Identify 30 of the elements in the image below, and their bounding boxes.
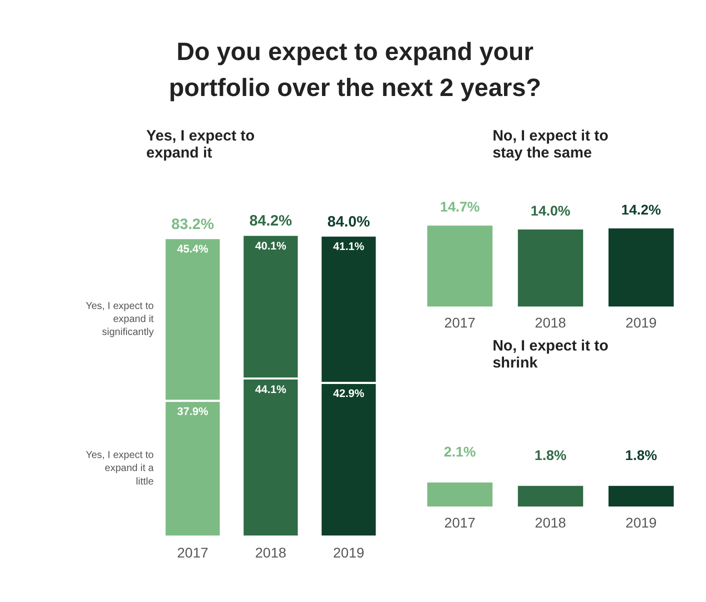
x-tick-label: 2018 bbox=[534, 314, 566, 330]
x-tick-label: 2019 bbox=[626, 314, 657, 330]
data-label: 44.1% bbox=[255, 384, 287, 396]
data-label: 40.1% bbox=[255, 240, 287, 252]
x-tick-label: 2017 bbox=[444, 514, 476, 530]
x-tick-label: 2018 bbox=[255, 544, 286, 560]
x-tick-label: 2018 bbox=[534, 514, 566, 530]
x-tick-label: 2019 bbox=[333, 544, 364, 560]
data-label: 42.9% bbox=[333, 388, 365, 400]
data-label: 14.7% bbox=[440, 198, 480, 215]
data-label: 41.1% bbox=[333, 241, 365, 254]
data-label: 1.8% bbox=[534, 446, 568, 463]
data-label: 45.4% bbox=[177, 244, 209, 256]
total-label: 84.2% bbox=[249, 212, 292, 230]
data-label: 37.9% bbox=[177, 406, 209, 418]
x-tick-label: 2017 bbox=[177, 544, 208, 560]
chart-title: Do you expect to expand your portfolio over the next 2 years? bbox=[168, 37, 542, 104]
data-label: 2.1% bbox=[444, 444, 476, 460]
chart-subtitle: Yes, I expect to expand it bbox=[146, 128, 255, 162]
x-tick-label: 2017 bbox=[444, 314, 476, 330]
data-label: 14.0% bbox=[530, 202, 571, 219]
total-label: 84.0% bbox=[327, 213, 370, 230]
total-label: 83.2% bbox=[171, 216, 214, 233]
data-label: 14.2% bbox=[621, 201, 662, 218]
series-label: Yes, I expect to expand it significantly bbox=[86, 300, 154, 338]
data-label: 1.8% bbox=[625, 446, 658, 463]
x-tick-label: 2019 bbox=[626, 514, 657, 530]
series-label: Yes, I expect to expand it a little bbox=[86, 450, 154, 488]
chart-title: No, I expect it to stay the same bbox=[492, 128, 608, 162]
chart-title: No, I expect it to shrink bbox=[492, 338, 608, 372]
